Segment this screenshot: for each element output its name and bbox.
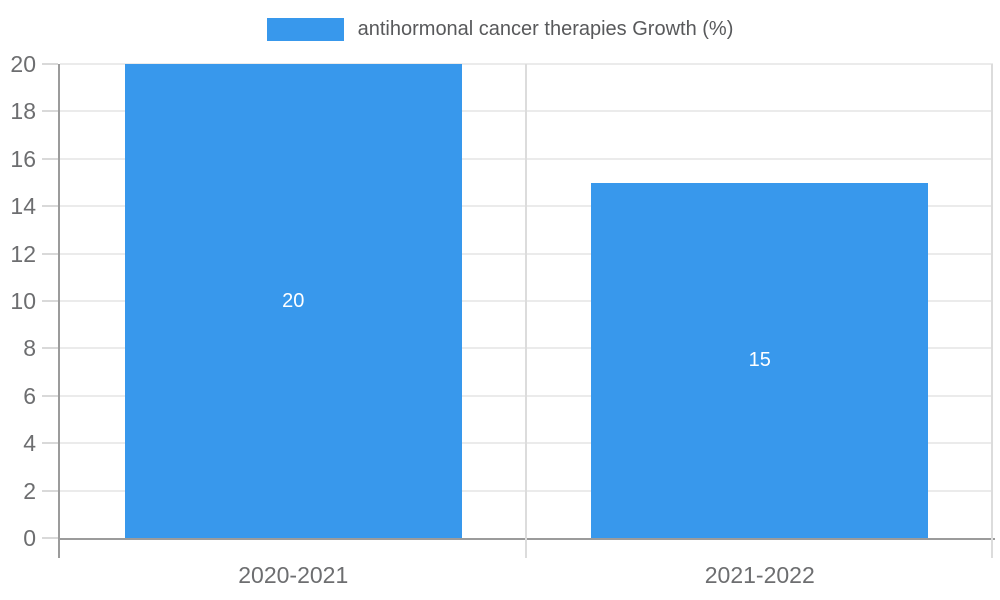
x-tick-label-2020-2021: 2020-2021 (238, 562, 349, 588)
x-tick-label-2021-2022: 2021-2022 (704, 562, 815, 588)
gridline-y-2 (60, 489, 993, 492)
legend-swatch (266, 18, 344, 41)
y-tick-mark-12 (42, 252, 58, 255)
gridline-y-4 (60, 442, 993, 445)
category-boundary-1 (524, 64, 527, 558)
legend[interactable]: antihormonal cancer therapies Growth (%) (0, 18, 1000, 41)
gridline-y-6 (60, 394, 993, 397)
y-tick-label-10: 10 (10, 288, 36, 314)
legend-label: antihormonal cancer therapies Growth (%) (357, 18, 734, 40)
y-tick-label-0: 0 (23, 525, 36, 551)
y-axis-line (58, 64, 60, 558)
y-tick-label-4: 4 (23, 430, 36, 457)
plot-area: 0 2 4 6 8 10 12 14 16 18 20 20 2020-2021 15 2021-2022 (10, 51, 995, 588)
y-tick-label-18: 18 (10, 98, 36, 125)
gridline-y-20 (60, 63, 993, 65)
y-tick-mark-4 (42, 442, 58, 445)
gridline-y-18 (60, 110, 993, 113)
gridline-y-14 (60, 205, 993, 208)
y-tick-label-12: 12 (10, 240, 36, 267)
y-tick-mark-10 (42, 300, 58, 302)
y-tick-label-6: 6 (23, 382, 36, 409)
y-tick-mark-14 (42, 205, 58, 208)
bar-value-label-2021-2022: 15 (748, 348, 771, 371)
y-tick-mark-8 (42, 347, 58, 350)
y-tick-mark-18 (42, 110, 58, 113)
y-tick-mark-0 (42, 537, 58, 539)
y-tick-mark-16 (42, 157, 58, 160)
bar-value-label-2020-2021: 20 (282, 289, 305, 312)
bar-2020-2021[interactable]: 20 (124, 64, 462, 538)
gridline-y-12 (60, 252, 993, 255)
y-tick-label-16: 16 (10, 145, 36, 172)
y-tick-mark-6 (42, 394, 58, 397)
gridline-y-16 (60, 157, 993, 160)
y-tick-label-20: 20 (10, 51, 36, 77)
gridline-y-8 (60, 347, 993, 350)
y-tick-label-14: 14 (10, 193, 36, 220)
y-tick-mark-20 (42, 63, 58, 65)
bar-2021-2022[interactable]: 15 (591, 182, 929, 538)
x-axis-line (58, 538, 995, 540)
y-tick-label-2: 2 (23, 477, 36, 504)
gridline-y-10 (60, 300, 993, 302)
y-tick-label-8: 8 (23, 335, 36, 362)
y-tick-mark-2 (42, 489, 58, 492)
category-boundary-2 (991, 64, 993, 558)
